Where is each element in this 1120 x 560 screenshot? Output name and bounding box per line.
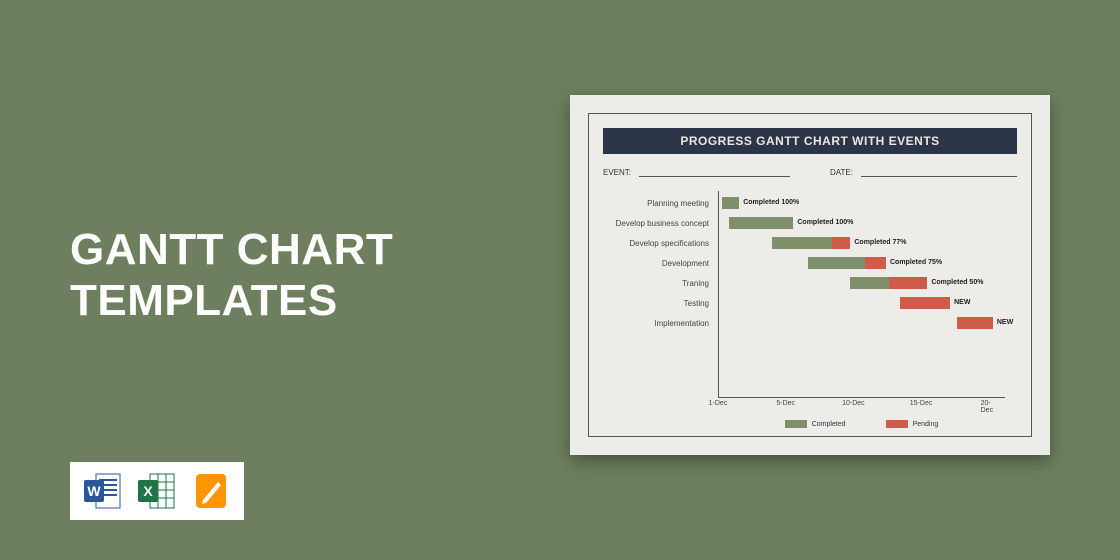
task-label: Implementation — [603, 319, 715, 328]
task-label: Develop business concept — [603, 219, 715, 228]
legend-item: Pending — [886, 420, 939, 428]
word-icon: W — [82, 470, 124, 512]
pages-icon — [190, 470, 232, 512]
meta-event: EVENT: — [603, 168, 790, 177]
bar-annotation: Completed 100% — [743, 197, 799, 209]
x-axis — [718, 397, 1005, 398]
bar-annotation: Completed 100% — [797, 217, 853, 229]
legend-item: Completed — [785, 420, 846, 428]
bar-pending — [865, 257, 886, 269]
bar-annotation: NEW — [954, 297, 970, 309]
task-label: Testing — [603, 299, 715, 308]
task-bars: Completed 75% — [715, 257, 1005, 269]
x-ticks: 1-Dec5-Dec10-Dec15-Dec20-Dec — [718, 400, 1005, 412]
task-bars: Completed 100% — [715, 217, 1005, 229]
task-bars: Completed 100% — [715, 197, 1005, 209]
gantt-row: Testing NEW — [603, 293, 1005, 313]
bar-completed — [729, 217, 793, 229]
bar-pending — [832, 237, 851, 249]
svg-text:X: X — [143, 483, 153, 499]
legend-swatch — [785, 420, 807, 428]
x-tick: 20-Dec — [981, 400, 997, 414]
gantt-row: Traning Completed 50% — [603, 273, 1005, 293]
task-bars: Completed 50% — [715, 277, 1005, 289]
chart-legend: Completed Pending — [718, 420, 1005, 428]
x-tick: 10-Dec — [842, 400, 865, 407]
legend-swatch — [886, 420, 908, 428]
task-bars: NEW — [715, 297, 1005, 309]
template-preview-inner: PROGRESS GANTT CHART WITH EVENTS EVENT: … — [588, 113, 1032, 437]
chart-title-bar: PROGRESS GANTT CHART WITH EVENTS — [603, 128, 1017, 154]
task-label: Traning — [603, 279, 715, 288]
x-tick: 15-Dec — [910, 400, 933, 407]
bar-completed — [808, 257, 865, 269]
bar-pending — [900, 297, 950, 309]
title-line-1: GANTT CHART — [70, 225, 393, 276]
meta-row: EVENT: DATE: — [603, 168, 1017, 177]
x-tick: 5-Dec — [776, 400, 795, 407]
bar-annotation: Completed 75% — [890, 257, 942, 269]
task-bars: NEW — [715, 317, 1005, 329]
task-label: Develop specifications — [603, 239, 715, 248]
legend-label: Pending — [913, 421, 939, 428]
gantt-row: Development Completed 75% — [603, 253, 1005, 273]
meta-date-label: DATE: — [830, 168, 853, 177]
page-title: GANTT CHART TEMPLATES — [70, 225, 393, 326]
task-label: Planning meeting — [603, 199, 715, 208]
meta-date-line — [861, 169, 1017, 177]
bar-annotation: Completed 50% — [931, 277, 983, 289]
meta-event-line — [639, 169, 790, 177]
excel-icon: X — [136, 470, 178, 512]
task-bars: Completed 77% — [715, 237, 1005, 249]
bar-pending — [889, 277, 927, 289]
template-preview-card: PROGRESS GANTT CHART WITH EVENTS EVENT: … — [570, 95, 1050, 455]
svg-text:W: W — [87, 483, 101, 499]
bar-completed — [772, 237, 832, 249]
gantt-row: Develop specifications Completed 77% — [603, 233, 1005, 253]
app-icon-strip: W X — [70, 462, 244, 520]
bar-pending — [957, 317, 993, 329]
gantt-row: ImplementationNEW — [603, 313, 1005, 333]
x-tick: 1-Dec — [709, 400, 728, 407]
gantt-row: Planning meeting Completed 100% — [603, 193, 1005, 213]
meta-event-label: EVENT: — [603, 168, 631, 177]
task-label: Development — [603, 259, 715, 268]
bar-completed — [850, 277, 888, 289]
bar-annotation: Completed 77% — [854, 237, 906, 249]
gantt-chart: 1-Dec 5-Dec 10-Dec 15-Dec 20-Dec Completed Pe… — [603, 191, 1017, 426]
gantt-row: Develop business concept Completed 100% — [603, 213, 1005, 233]
bar-annotation: NEW — [997, 317, 1013, 329]
bar-completed — [722, 197, 739, 209]
title-line-2: TEMPLATES — [70, 276, 393, 327]
legend-label: Completed — [812, 421, 846, 428]
meta-date: DATE: — [830, 168, 1017, 177]
